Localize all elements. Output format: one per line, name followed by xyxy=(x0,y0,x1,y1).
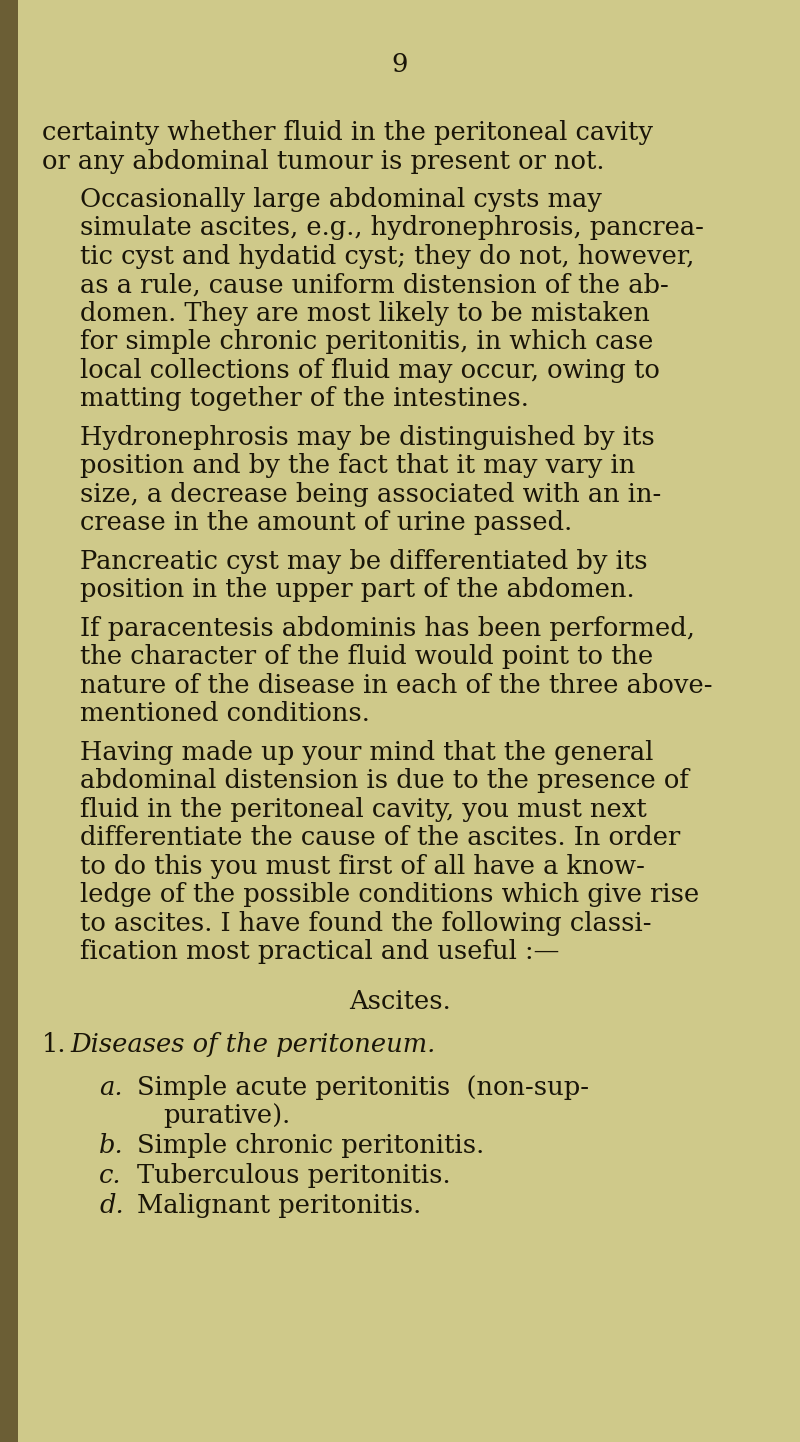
Text: certainty whether fluid in the peritoneal cavity: certainty whether fluid in the peritonea… xyxy=(42,120,653,146)
Text: b.: b. xyxy=(99,1133,124,1158)
Text: domen. They are most likely to be mistaken: domen. They are most likely to be mistak… xyxy=(80,301,650,326)
Text: abdominal distension is due to the presence of: abdominal distension is due to the prese… xyxy=(80,769,689,793)
Text: purative).: purative). xyxy=(164,1103,291,1128)
Text: the character of the fluid would point to the: the character of the fluid would point t… xyxy=(80,645,654,669)
Text: or any abdominal tumour is present or not.: or any abdominal tumour is present or no… xyxy=(42,149,605,173)
Text: d.: d. xyxy=(99,1193,124,1218)
Text: 1.: 1. xyxy=(42,1032,66,1057)
Text: mentioned conditions.: mentioned conditions. xyxy=(80,701,370,727)
Text: differentiate the cause of the ascites. In order: differentiate the cause of the ascites. … xyxy=(80,825,680,851)
Text: Tuberculous peritonitis.: Tuberculous peritonitis. xyxy=(137,1164,450,1188)
Text: Simple acute peritonitis  (non-sup-: Simple acute peritonitis (non-sup- xyxy=(137,1074,589,1100)
Text: Occasionally large abdominal cysts may: Occasionally large abdominal cysts may xyxy=(80,187,602,212)
Text: crease in the amount of urine passed.: crease in the amount of urine passed. xyxy=(80,510,572,535)
Text: fluid in the peritoneal cavity, you must next: fluid in the peritoneal cavity, you must… xyxy=(80,797,646,822)
Text: Malignant peritonitis.: Malignant peritonitis. xyxy=(137,1193,422,1218)
Text: position and by the fact that it may vary in: position and by the fact that it may var… xyxy=(80,453,635,479)
Text: tic cyst and hydatid cyst; they do not, however,: tic cyst and hydatid cyst; they do not, … xyxy=(80,244,694,270)
Text: matting together of the intestines.: matting together of the intestines. xyxy=(80,386,529,411)
Text: Having made up your mind that the general: Having made up your mind that the genera… xyxy=(80,740,654,764)
Text: position in the upper part of the abdomen.: position in the upper part of the abdome… xyxy=(80,577,634,603)
Text: If paracentesis abdominis has been performed,: If paracentesis abdominis has been perfo… xyxy=(80,616,695,640)
Text: c.: c. xyxy=(99,1164,122,1188)
Text: nature of the disease in each of the three above-: nature of the disease in each of the thr… xyxy=(80,673,713,698)
Text: for simple chronic peritonitis, in which case: for simple chronic peritonitis, in which… xyxy=(80,329,654,355)
Text: 9: 9 xyxy=(392,52,408,76)
Bar xyxy=(0,0,18,1442)
Text: as a rule, cause uniform distension of the ab-: as a rule, cause uniform distension of t… xyxy=(80,273,669,297)
Text: a.: a. xyxy=(99,1074,122,1100)
Text: fication most practical and useful :—: fication most practical and useful :— xyxy=(80,939,559,965)
Text: Simple chronic peritonitis.: Simple chronic peritonitis. xyxy=(137,1133,484,1158)
Text: to ascites. I have found the following classi-: to ascites. I have found the following c… xyxy=(80,911,651,936)
Text: Hydronephrosis may be distinguished by its: Hydronephrosis may be distinguished by i… xyxy=(80,425,654,450)
Text: simulate ascites, e.g., hydronephrosis, pancrea-: simulate ascites, e.g., hydronephrosis, … xyxy=(80,215,704,241)
Text: ledge of the possible conditions which give rise: ledge of the possible conditions which g… xyxy=(80,883,699,907)
Text: to do this you must first of all have a know-: to do this you must first of all have a … xyxy=(80,854,645,878)
Text: Ascites.: Ascites. xyxy=(349,989,451,1014)
Text: size, a decrease being associated with an in-: size, a decrease being associated with a… xyxy=(80,482,662,508)
Text: local collections of fluid may occur, owing to: local collections of fluid may occur, ow… xyxy=(80,358,660,384)
Text: Diseases of the peritoneum.: Diseases of the peritoneum. xyxy=(70,1032,436,1057)
Text: Pancreatic cyst may be differentiated by its: Pancreatic cyst may be differentiated by… xyxy=(80,549,648,574)
